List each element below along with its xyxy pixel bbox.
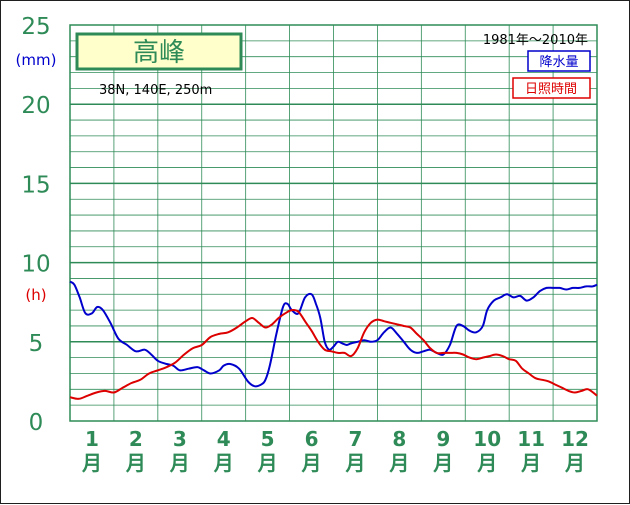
- x-tick-month: 3月: [169, 427, 190, 475]
- x-tick-label: 10: [473, 427, 501, 451]
- x-tick-label: 12: [561, 427, 589, 451]
- sunshine-unit-label: (h): [25, 286, 46, 304]
- precipitation-unit-label: (mm): [16, 51, 57, 69]
- x-tick-label: 3: [173, 427, 187, 451]
- legend-sunshine-box: [512, 77, 591, 99]
- x-tick-suffix: 月: [301, 451, 322, 475]
- x-tick-label: 5: [261, 427, 275, 451]
- x-tick-month: 5月: [257, 427, 278, 475]
- period-label: 1981年〜2010年: [483, 33, 588, 48]
- y-tick-label: 5: [29, 331, 44, 357]
- series-line-precipitation: [69, 280, 598, 388]
- x-tick-label: 11: [517, 427, 545, 451]
- x-tick-month: 9月: [432, 427, 453, 475]
- y-tick-label: 0: [29, 410, 44, 436]
- y-axis-ticks: 0 5 10 15 20 25: [21, 14, 50, 436]
- x-tick-month: 12月: [561, 427, 589, 475]
- x-tick-month: 11月: [517, 427, 545, 475]
- station-location: 38N, 140E, 250m: [99, 83, 212, 98]
- x-tick-month: 8月: [388, 427, 409, 475]
- y-tick-label: 10: [21, 252, 50, 278]
- x-tick-label: 6: [305, 427, 319, 451]
- x-tick-label: 8: [392, 427, 406, 451]
- x-tick-month: 1月: [81, 427, 102, 475]
- x-tick-suffix: 月: [476, 451, 497, 475]
- x-tick-suffix: 月: [169, 451, 190, 475]
- x-tick-suffix: 月: [344, 451, 365, 475]
- legend-precipitation-box: [527, 50, 591, 72]
- x-tick-suffix: 月: [520, 451, 541, 475]
- x-tick-label: 4: [217, 427, 231, 451]
- station-title-box: [75, 32, 243, 71]
- x-tick-label: 7: [348, 427, 362, 451]
- x-tick-suffix: 月: [388, 451, 409, 475]
- x-tick-month: 2月: [125, 427, 146, 475]
- chart-grid: [69, 24, 598, 422]
- x-tick-month: 7月: [344, 427, 365, 475]
- x-tick-suffix: 月: [125, 451, 146, 475]
- x-tick-label: 1: [85, 427, 99, 451]
- x-tick-label: 2: [129, 427, 143, 451]
- y-tick-label: 25: [21, 14, 50, 40]
- station-title: 高峰: [133, 38, 185, 68]
- x-tick-label: 9: [436, 427, 450, 451]
- legend-precipitation: 降水量: [539, 55, 578, 70]
- legend-sunshine: 日照時間: [525, 82, 577, 97]
- x-tick-month: 6月: [301, 427, 322, 475]
- x-tick-suffix: 月: [213, 451, 234, 475]
- x-tick-suffix: 月: [432, 451, 453, 475]
- x-tick-suffix: 月: [564, 451, 585, 475]
- x-tick-suffix: 月: [257, 451, 278, 475]
- x-tick-month: 10月: [473, 427, 501, 475]
- y-tick-label: 20: [21, 93, 50, 119]
- series-line-sunshine: [69, 309, 598, 400]
- y-tick-label: 15: [21, 172, 50, 198]
- x-tick-suffix: 月: [81, 451, 102, 475]
- x-tick-month: 4月: [213, 427, 234, 475]
